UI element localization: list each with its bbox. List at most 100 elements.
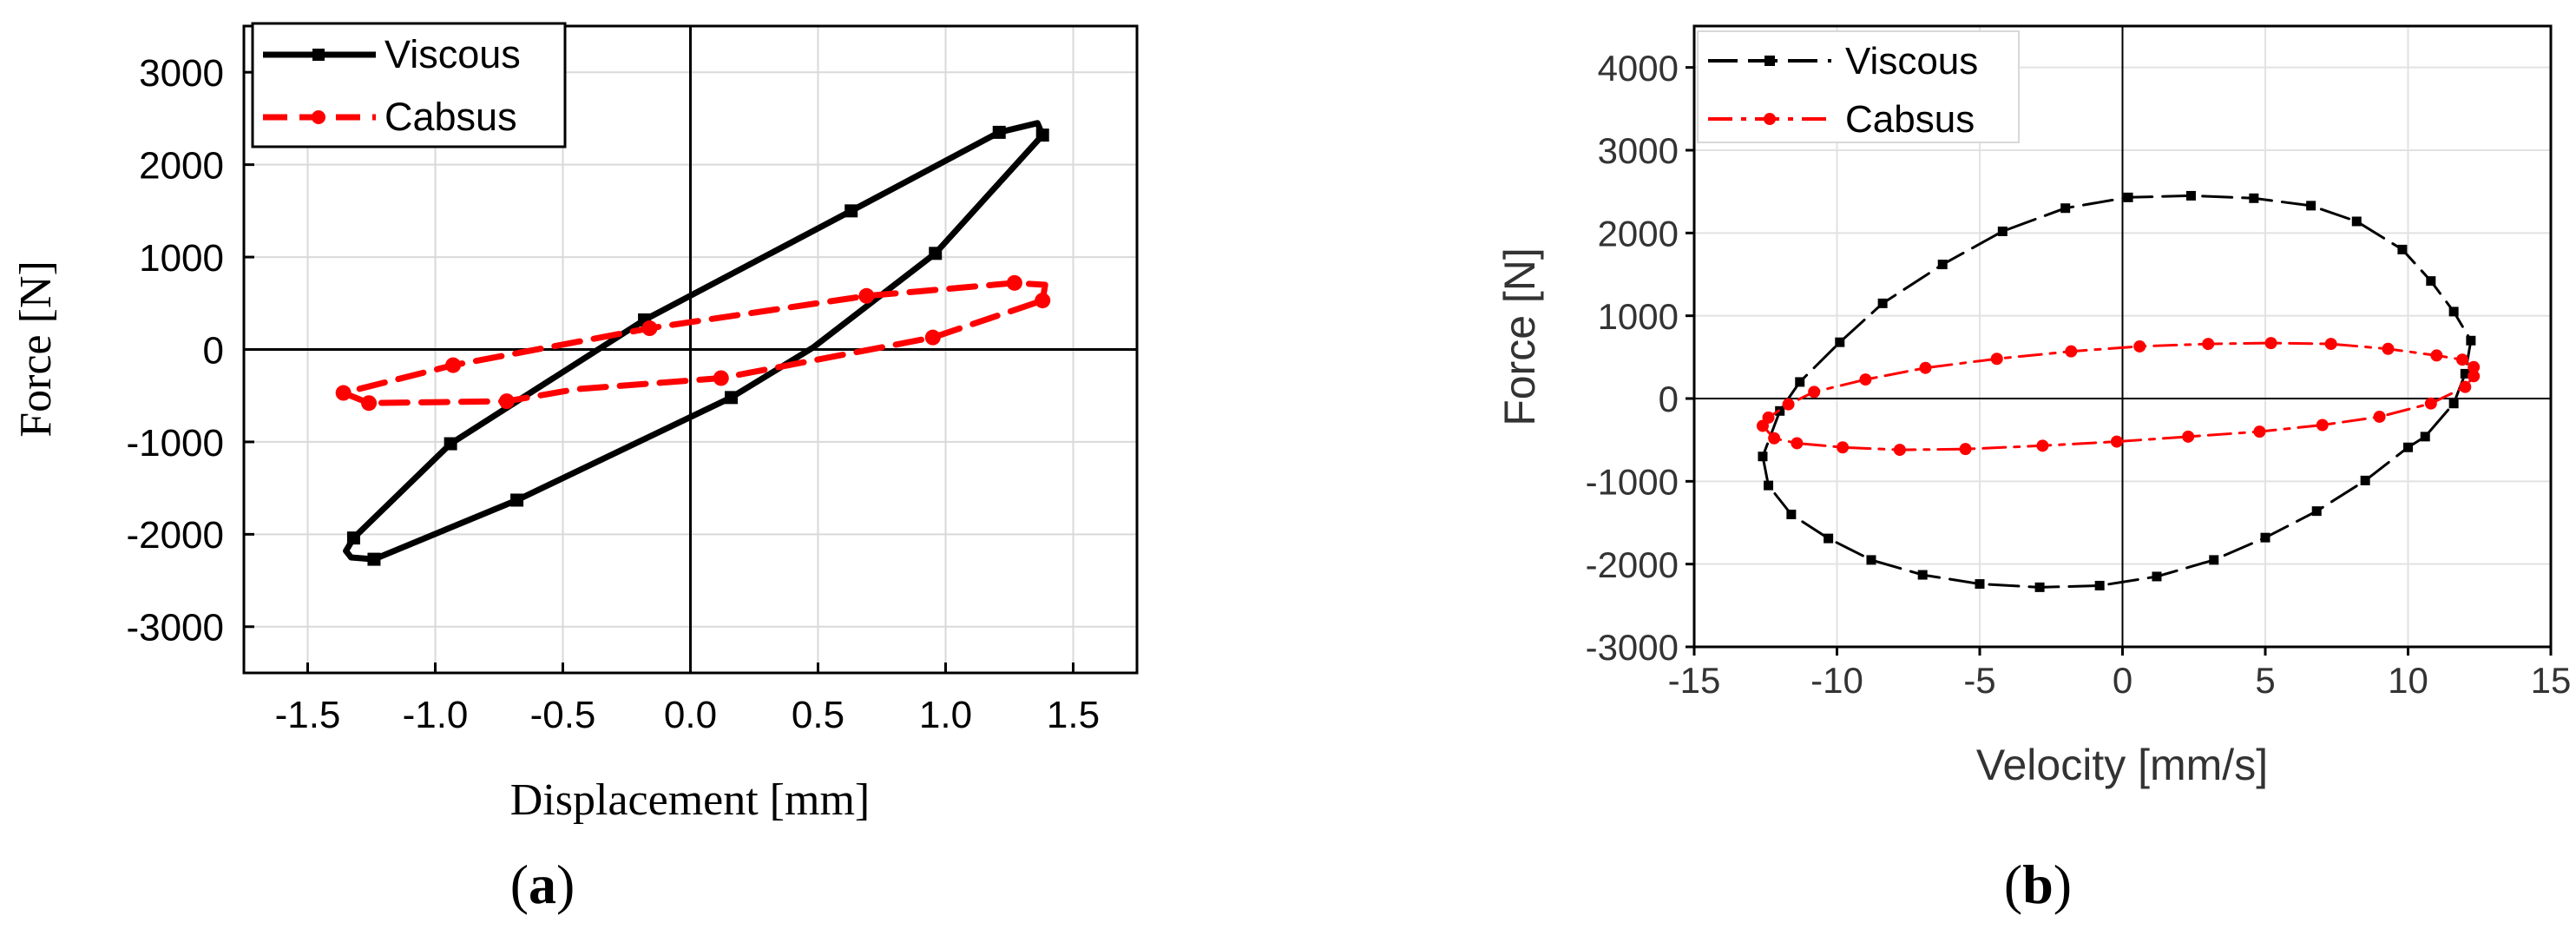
data-point-viscous-b bbox=[2306, 201, 2316, 211]
x-tick-label-a: -1.5 bbox=[275, 694, 341, 736]
data-point-viscous-b bbox=[1997, 226, 2008, 236]
data-point-viscous-b bbox=[1786, 509, 1797, 519]
data-point-cabsus-b bbox=[1762, 411, 1775, 424]
y-tick-labels-b: -3000 -2000 -1000 0 1000 2000 3000 4000 bbox=[1586, 48, 1679, 668]
panel-label-a: (a) bbox=[510, 854, 575, 915]
y-tick-label-b: 0 bbox=[1659, 379, 1679, 419]
legend-marker-cabsus-a bbox=[312, 110, 325, 124]
data-point-cabsus-b bbox=[2110, 435, 2123, 448]
data-point-cabsus-b bbox=[2430, 349, 2443, 362]
data-point-cabsus-b bbox=[2065, 345, 2078, 358]
y-tick-label-b: 4000 bbox=[1598, 48, 1679, 89]
legend-label-viscous-b: Viscous bbox=[1845, 40, 1978, 82]
legend-b: Viscous Cabsus bbox=[1697, 30, 2020, 143]
y-tick-label-b: 2000 bbox=[1598, 213, 1679, 254]
y-axis-title-a: Force [N] bbox=[11, 260, 61, 438]
data-point-viscous-b bbox=[1824, 533, 1834, 544]
zero-lines-b bbox=[1694, 26, 2551, 647]
data-point-cabsus-b bbox=[2424, 397, 2437, 410]
data-point-viscous-b bbox=[2260, 532, 2270, 543]
x-tick-label-b: 10 bbox=[2388, 660, 2428, 701]
data-point-cabsus-a bbox=[445, 357, 462, 373]
x-tick-labels-a: -1.5 -1.0 -0.5 0.0 0.5 1.0 1.5 bbox=[275, 694, 1101, 736]
x-tick-label-a: 0.5 bbox=[792, 694, 844, 736]
y-tick-label-a: -1000 bbox=[126, 422, 224, 465]
x-tick-labels-b: -15 -10 -5 0 5 10 15 bbox=[1668, 660, 2572, 701]
tick-marks-a bbox=[244, 70, 1074, 673]
legend-marker-cabsus-b bbox=[1764, 113, 1776, 125]
data-point-viscous-a bbox=[992, 125, 1006, 139]
y-tick-label-a: -2000 bbox=[126, 514, 224, 557]
data-point-viscous-b bbox=[2466, 335, 2476, 346]
zero-lines-a bbox=[244, 26, 1137, 673]
data-point-cabsus-a bbox=[498, 393, 515, 410]
data-point-viscous-b bbox=[2448, 307, 2459, 317]
legend-marker-viscous-a bbox=[312, 49, 325, 61]
series-cabsus-a bbox=[335, 274, 1051, 412]
data-point-viscous-b bbox=[2448, 399, 2459, 409]
data-point-cabsus-b bbox=[1791, 437, 1804, 450]
data-point-cabsus-b bbox=[2382, 342, 2395, 355]
data-point-viscous-b bbox=[1795, 377, 1805, 387]
data-point-viscous-b bbox=[1877, 298, 1888, 308]
data-point-cabsus-a bbox=[1035, 293, 1051, 309]
data-point-viscous-a bbox=[367, 552, 381, 566]
data-point-viscous-a bbox=[510, 493, 524, 507]
data-point-cabsus-a bbox=[335, 385, 352, 401]
data-point-viscous-b bbox=[1835, 337, 1845, 347]
data-point-cabsus-a bbox=[713, 370, 729, 386]
data-point-viscous-a bbox=[1035, 129, 1049, 142]
data-point-viscous-b bbox=[2360, 475, 2370, 485]
data-point-cabsus-b bbox=[2253, 425, 2266, 438]
y-tick-label-b: -3000 bbox=[1586, 627, 1679, 668]
data-point-viscous-b bbox=[2397, 244, 2408, 254]
data-point-viscous-b bbox=[1764, 480, 1774, 491]
panel-label-b: (b) bbox=[2004, 854, 2072, 915]
legend-label-cabsus-b: Cabsus bbox=[1845, 98, 1975, 141]
series-group-b bbox=[1756, 190, 2481, 592]
x-tick-label-b: -15 bbox=[1668, 660, 1721, 701]
data-point-cabsus-a bbox=[924, 329, 941, 346]
data-point-cabsus-a bbox=[1006, 274, 1022, 291]
y-tick-labels-a: -3000 -2000 -1000 0 1000 2000 3000 bbox=[126, 52, 224, 649]
data-point-cabsus-b bbox=[1782, 398, 1795, 411]
data-point-viscous-a bbox=[346, 531, 360, 545]
data-point-viscous-b bbox=[2123, 192, 2133, 202]
series-viscous-a bbox=[343, 120, 1049, 566]
chart-panel-b: -15 -10 -5 0 5 10 15 -3000 -2000 -1000 0 1000 2000 3… bbox=[1495, 24, 2572, 915]
x-axis-title-a: Displacement [mm] bbox=[510, 775, 870, 825]
x-axis-title-b: Velocity [mm/s] bbox=[1976, 741, 2268, 789]
data-point-viscous-b bbox=[2060, 203, 2071, 214]
data-point-cabsus-a bbox=[361, 395, 378, 412]
data-point-cabsus-a bbox=[858, 287, 875, 304]
data-point-viscous-a bbox=[844, 204, 858, 218]
data-point-cabsus-b bbox=[2373, 410, 2386, 423]
x-tick-label-b: -10 bbox=[1810, 660, 1863, 701]
data-point-cabsus-b bbox=[1837, 441, 1850, 454]
data-point-viscous-a bbox=[929, 247, 943, 260]
tick-marks-b bbox=[1686, 66, 2553, 656]
data-point-viscous-b bbox=[2460, 368, 2470, 379]
chart-panel-a: -1.5 -1.0 -0.5 0.0 0.5 1.0 1.5 -3000 -2000 -1000… bbox=[11, 22, 1139, 915]
y-tick-label-a: -3000 bbox=[126, 607, 224, 649]
data-point-cabsus-b bbox=[2324, 338, 2337, 351]
data-point-viscous-b bbox=[2403, 442, 2413, 452]
legend-label-cabsus-a: Cabsus bbox=[384, 95, 517, 139]
legend-marker-viscous-b bbox=[1764, 56, 1775, 66]
series-line-viscous-a bbox=[343, 120, 1046, 563]
data-point-viscous-b bbox=[2249, 193, 2259, 203]
data-point-viscous-b bbox=[2034, 582, 2045, 592]
data-point-viscous-b bbox=[1917, 570, 1928, 580]
data-point-viscous-a bbox=[725, 391, 739, 405]
data-point-viscous-b bbox=[2426, 276, 2436, 287]
y-axis-title-b: Force [N] bbox=[1495, 247, 1544, 426]
data-point-cabsus-b bbox=[2264, 337, 2277, 350]
legend-box-b bbox=[1697, 30, 2020, 143]
y-tick-label-b: -1000 bbox=[1586, 461, 1679, 502]
data-point-viscous-b bbox=[1866, 555, 1876, 565]
series-group-a bbox=[335, 120, 1051, 566]
y-tick-label-a: 0 bbox=[203, 329, 224, 372]
data-point-cabsus-b bbox=[2459, 380, 2472, 393]
y-tick-label-b: -2000 bbox=[1586, 544, 1679, 585]
data-point-cabsus-b bbox=[1893, 444, 1906, 457]
